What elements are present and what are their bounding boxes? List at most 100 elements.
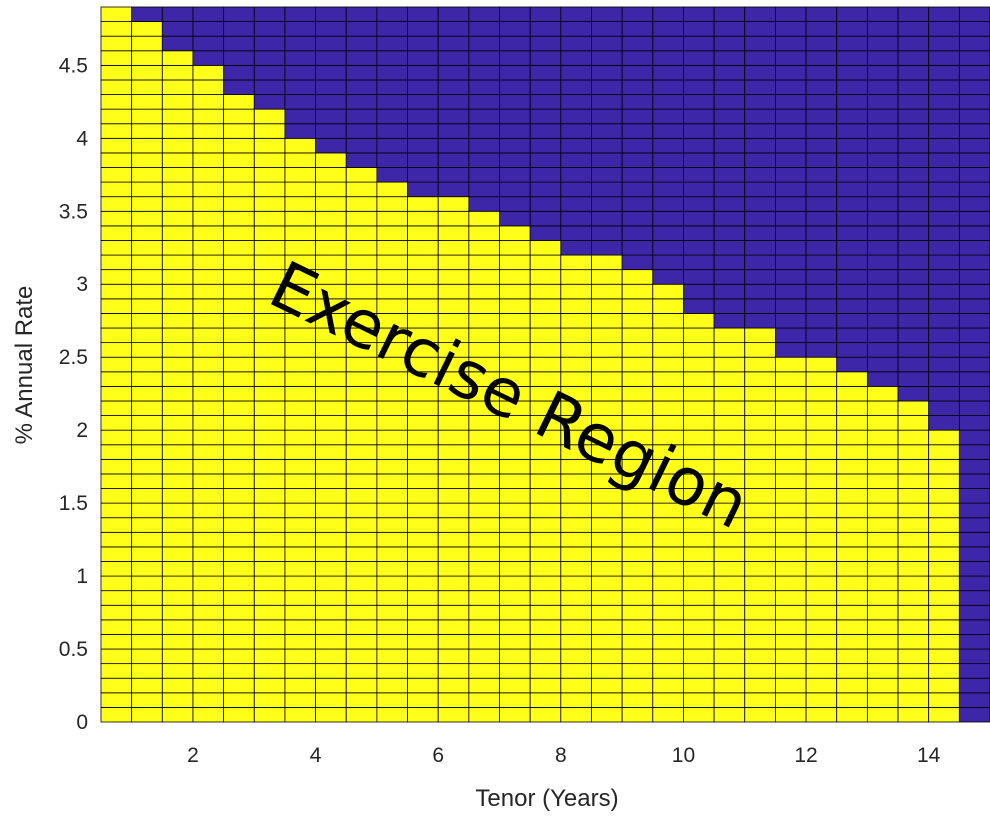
exercise-cell [805,707,838,723]
continuation-cell [866,225,899,241]
exercise-cell [621,561,654,577]
y-tick-label: 4.5 [59,54,88,77]
exercise-cell [161,648,194,665]
continuation-cell [805,181,838,198]
continuation-cell [805,210,838,227]
exercise-cell [407,546,439,562]
continuation-cell [683,269,715,285]
exercise-cell [223,254,255,271]
y-tick-label: 2 [76,419,88,442]
continuation-cell [866,181,899,198]
exercise-cell [805,458,838,475]
exercise-cell [345,400,378,416]
exercise-cell [437,531,470,548]
exercise-cell [437,254,470,271]
continuation-cell [897,123,930,139]
exercise-cell [376,604,408,621]
continuation-cell [928,64,960,81]
exercise-cell [131,458,163,475]
continuation-cell [345,50,378,66]
continuation-cell [958,590,990,606]
continuation-cell [866,152,899,168]
exercise-cell [192,327,225,344]
exercise-cell [100,415,133,431]
continuation-cell [805,21,838,37]
exercise-cell [468,210,500,227]
exercise-cell [161,108,194,125]
exercise-cell [131,269,163,285]
exercise-cell [836,400,868,416]
exercise-cell [161,473,194,489]
x-tick-label: 4 [310,744,322,767]
continuation-cell [315,50,347,66]
exercise-cell [897,619,930,635]
exercise-cell [100,167,133,183]
continuation-cell [529,225,562,241]
exercise-cell [100,108,133,125]
continuation-cell [253,79,286,95]
y-axis-ticks: 0 0.5 1 1.5 2 2.5 3 3.5 4 4.5 [59,54,89,734]
continuation-cell [958,181,990,198]
continuation-cell [284,108,316,125]
continuation-cell [621,167,654,183]
continuation-cell [866,64,899,81]
exercise-cell [315,561,347,577]
continuation-cell [928,240,960,256]
exercise-cell [499,254,531,271]
exercise-cell [192,254,225,271]
continuation-cell [161,21,194,37]
exercise-cell [744,692,776,708]
exercise-cell [897,561,930,577]
exercise-cell [836,385,868,402]
exercise-cell [897,415,930,431]
exercise-cell [223,313,255,329]
continuation-cell [958,283,990,300]
exercise-cell [161,444,194,460]
exercise-cell [131,561,163,577]
exercise-cell [805,429,838,446]
continuation-cell [499,6,531,22]
exercise-cell [161,196,194,212]
continuation-cell [775,342,807,358]
continuation-cell [897,196,930,212]
continuation-cell [897,356,930,373]
exercise-cell [652,371,684,387]
exercise-cell [376,590,408,606]
exercise-cell [744,400,776,416]
continuation-cell [897,342,930,358]
exercise-cell [437,283,470,300]
continuation-cell [897,64,930,81]
exercise-cell [223,283,255,300]
continuation-cell [958,225,990,241]
exercise-cell [192,210,225,227]
continuation-cell [958,269,990,285]
exercise-cell [131,298,163,314]
exercise-cell [131,283,163,300]
exercise-cell [928,575,960,592]
continuation-cell [683,64,715,81]
continuation-cell [866,298,899,314]
continuation-cell [744,254,776,271]
exercise-cell [376,181,408,198]
exercise-cell [928,604,960,621]
exercise-cell [345,663,378,679]
exercise-cell [437,561,470,577]
exercise-cell [131,327,163,344]
continuation-cell [928,371,960,387]
continuation-cell [805,167,838,183]
exercise-cell [253,400,286,416]
exercise-cell [621,575,654,592]
exercise-cell [468,531,500,548]
exercise-cell [499,707,531,723]
exercise-cell [131,123,163,139]
exercise-cell [192,313,225,329]
exercise-cell [253,327,286,344]
exercise-cell [376,692,408,708]
exercise-cell [100,371,133,387]
exercise-cell [683,385,715,402]
exercise-cell [315,429,347,446]
exercise-cell [468,517,500,533]
exercise-cell [744,531,776,548]
exercise-cell [805,634,838,650]
continuation-cell [866,254,899,271]
